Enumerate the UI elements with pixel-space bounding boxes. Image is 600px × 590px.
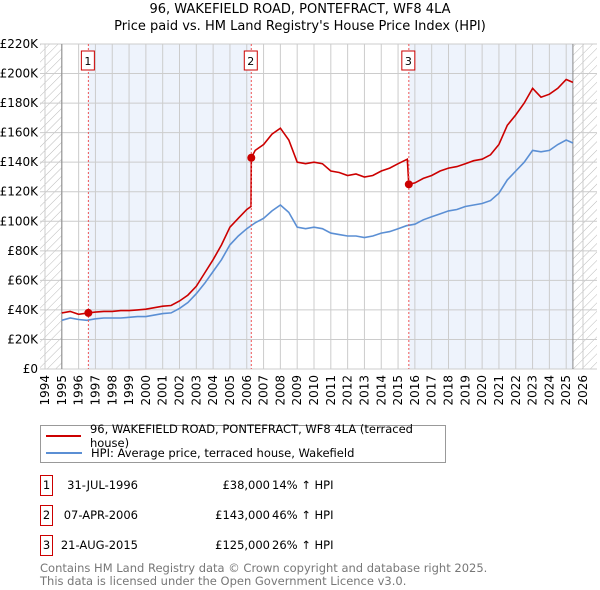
x-tick-label: 2006 bbox=[240, 375, 254, 406]
y-tick-label: £20K bbox=[7, 332, 39, 346]
x-tick-label: 1997 bbox=[88, 375, 102, 406]
x-tick-label: 1999 bbox=[122, 375, 136, 406]
sale-date: 21-AUG-2015 bbox=[60, 538, 138, 552]
sale-label-box bbox=[243, 50, 258, 71]
no-data-hatch bbox=[40, 44, 62, 369]
x-tick-label: 2011 bbox=[324, 375, 338, 406]
y-tick-label: £180K bbox=[0, 96, 39, 110]
x-tick-label: 2025 bbox=[559, 375, 573, 406]
sale-label-box bbox=[80, 50, 95, 71]
footer-licence: This data is licensed under the Open Gov… bbox=[40, 574, 407, 588]
sale-hpi: 26% ↑ HPI bbox=[272, 538, 334, 552]
x-tick-label: 1995 bbox=[55, 375, 69, 406]
sale-marker: 3 bbox=[40, 535, 53, 556]
legend-item-property: 96, WAKEFIELD ROAD, PONTEFRACT, WF8 4LA … bbox=[46, 422, 445, 450]
sale-label: 1 bbox=[84, 55, 91, 68]
no-data-hatch bbox=[572, 44, 597, 369]
sale-label: 2 bbox=[247, 55, 254, 68]
x-tick-label: 2002 bbox=[173, 375, 187, 406]
legend-item-hpi: HPI: Average price, terraced house, Wake… bbox=[46, 445, 354, 461]
sale-row: 2 07-APR-2006 £143,000 46% ↑ HPI bbox=[40, 505, 600, 526]
sale-price: £143,000 bbox=[215, 508, 270, 522]
x-tick-label: 2012 bbox=[341, 375, 355, 406]
y-tick-label: £60K bbox=[7, 273, 39, 287]
legend-swatch-blue bbox=[46, 452, 82, 454]
y-tick-label: £220K bbox=[0, 37, 39, 51]
x-tick-label: 2023 bbox=[526, 375, 540, 406]
x-tick-label: 2016 bbox=[408, 375, 422, 406]
chart-subtitle: Price paid vs. HM Land Registry's House … bbox=[114, 19, 486, 34]
legend-label: HPI: Average price, terraced house, Wake… bbox=[91, 446, 355, 460]
legend-label: 96, WAKEFIELD ROAD, PONTEFRACT, WF8 4LA … bbox=[89, 422, 413, 450]
sale-marker: 2 bbox=[40, 505, 53, 526]
property-price-line bbox=[61, 78, 574, 316]
sale-marker: 1 bbox=[40, 475, 53, 496]
y-tick-label: £40K bbox=[7, 303, 39, 317]
x-tick-label: 2020 bbox=[475, 375, 489, 406]
x-tick-label: 2026 bbox=[576, 375, 590, 406]
shaded-range bbox=[88, 44, 252, 369]
x-tick-label: 2019 bbox=[458, 375, 472, 406]
legend: 96, WAKEFIELD ROAD, PONTEFRACT, WF8 4LA … bbox=[40, 422, 446, 463]
x-tick-label: 2014 bbox=[374, 375, 388, 406]
legend-swatch-red bbox=[46, 435, 81, 437]
x-tick-label: 2017 bbox=[425, 375, 439, 406]
x-tick-label: 2021 bbox=[492, 375, 506, 406]
chart-title: 96, WAKEFIELD ROAD, PONTEFRACT, WF8 4LA bbox=[149, 2, 451, 17]
x-tick-label: 1994 bbox=[38, 375, 52, 406]
sale-label: 3 bbox=[405, 55, 412, 68]
x-tick-label: 2004 bbox=[206, 375, 220, 406]
sale-price: £38,000 bbox=[222, 478, 270, 492]
x-tick-label: 2010 bbox=[307, 375, 321, 406]
x-tick-label: 2001 bbox=[156, 375, 170, 406]
sale-point bbox=[84, 308, 93, 317]
x-tick-label: 1996 bbox=[72, 375, 86, 406]
sale-hpi: 14% ↑ HPI bbox=[272, 478, 334, 492]
y-tick-label: £160K bbox=[0, 126, 39, 140]
x-tick-label: 2024 bbox=[542, 375, 556, 406]
sale-price: £125,000 bbox=[215, 538, 270, 552]
sale-label-box bbox=[401, 50, 416, 71]
y-tick-label: £200K bbox=[0, 67, 39, 81]
y-tick-label: £80K bbox=[7, 244, 39, 258]
sale-point bbox=[404, 180, 413, 189]
sale-date: 07-APR-2006 bbox=[63, 508, 138, 522]
x-tick-label: 2007 bbox=[257, 375, 271, 406]
y-tick-label: £140K bbox=[0, 155, 39, 169]
shaded-range bbox=[408, 44, 573, 369]
x-tick-label: 2003 bbox=[189, 375, 203, 406]
sale-point bbox=[247, 153, 256, 162]
price-chart: 1994 1995 1996 1997 1998 1999 2000 2001 2002 2003… bbox=[0, 37, 597, 406]
sale-date: 31-JUL-1996 bbox=[67, 478, 138, 492]
x-tick-label: 2000 bbox=[139, 375, 153, 406]
hpi-line bbox=[61, 139, 574, 322]
x-tick-label: 2015 bbox=[391, 375, 405, 406]
y-tick-label: £0 bbox=[23, 362, 38, 376]
x-tick-label: 2018 bbox=[442, 375, 456, 406]
footer-copyright: Contains HM Land Registry data © Crown c… bbox=[40, 561, 488, 575]
sale-row: 3 21-AUG-2015 £125,000 26% ↑ HPI bbox=[40, 535, 600, 556]
sale-hpi: 46% ↑ HPI bbox=[272, 508, 334, 522]
y-tick-label: £100K bbox=[0, 214, 39, 228]
x-tick-label: 2005 bbox=[223, 375, 237, 406]
x-tick-label: 2013 bbox=[357, 375, 371, 406]
x-tick-label: 2022 bbox=[509, 375, 523, 406]
x-tick-label: 1998 bbox=[105, 375, 119, 406]
x-tick-label: 2009 bbox=[290, 375, 304, 406]
x-tick-label: 2008 bbox=[273, 375, 287, 406]
sale-row: 1 31-JUL-1996 £38,000 14% ↑ HPI bbox=[40, 475, 600, 496]
y-tick-label: £120K bbox=[0, 185, 39, 199]
